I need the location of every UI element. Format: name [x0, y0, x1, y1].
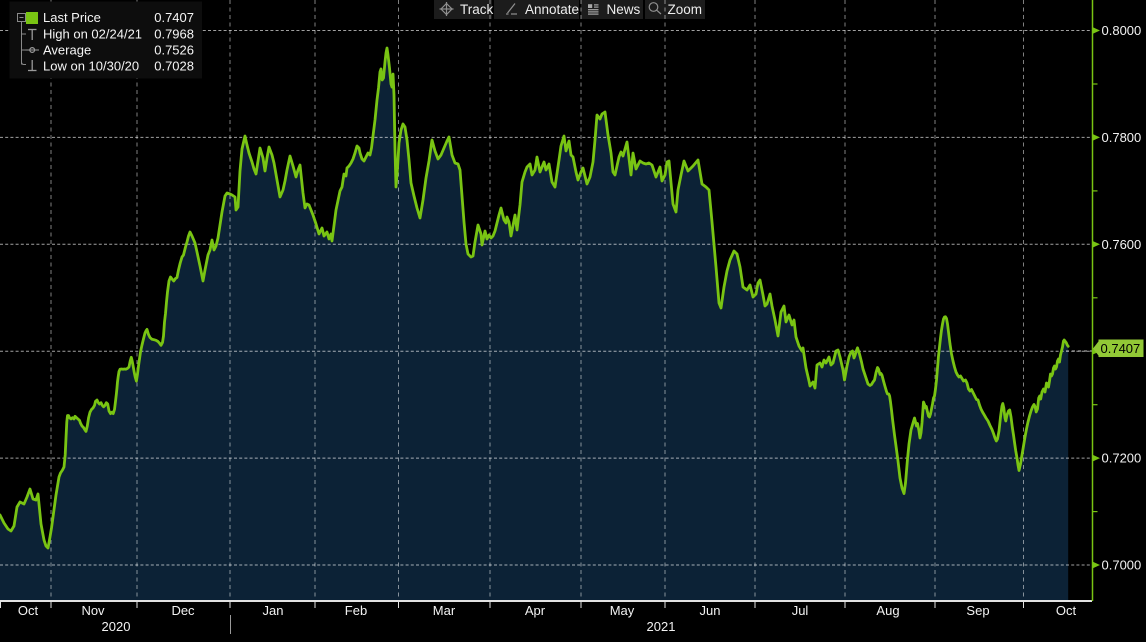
svg-text:Average: Average [43, 43, 91, 58]
svg-text:0.7200: 0.7200 [1102, 451, 1142, 466]
svg-text:Zoom: Zoom [668, 2, 703, 17]
svg-text:Annotate: Annotate [525, 2, 579, 17]
svg-text:0.7526: 0.7526 [154, 43, 194, 58]
svg-text:Apr: Apr [525, 603, 546, 618]
svg-text:Nov: Nov [81, 603, 105, 618]
svg-text:Dec: Dec [171, 603, 195, 618]
svg-text:0.7407: 0.7407 [1101, 341, 1141, 356]
svg-text:Oct: Oct [18, 603, 39, 618]
svg-text:Feb: Feb [345, 603, 367, 618]
svg-text:Low on 10/30/20: Low on 10/30/20 [43, 59, 139, 74]
svg-text:Jan: Jan [263, 603, 284, 618]
svg-text:Track: Track [460, 2, 493, 17]
svg-text:2020: 2020 [102, 619, 131, 634]
svg-text:0.7968: 0.7968 [154, 27, 194, 42]
svg-text:May: May [610, 603, 635, 618]
svg-text:0.7600: 0.7600 [1102, 237, 1142, 252]
svg-text:High on 02/24/21: High on 02/24/21 [43, 27, 142, 42]
svg-text:0.7800: 0.7800 [1102, 130, 1142, 145]
svg-text:Jun: Jun [700, 603, 721, 618]
svg-text:0.7028: 0.7028 [154, 59, 194, 74]
svg-text:Oct: Oct [1056, 603, 1077, 618]
svg-text:0.8000: 0.8000 [1102, 23, 1142, 38]
svg-text:Aug: Aug [876, 603, 899, 618]
svg-text:0.7407: 0.7407 [154, 10, 194, 25]
svg-text:Last Price: Last Price [43, 10, 101, 25]
svg-text:Mar: Mar [433, 603, 456, 618]
svg-text:2021: 2021 [647, 619, 676, 634]
svg-text:0.7000: 0.7000 [1102, 558, 1142, 573]
svg-text:News: News [607, 2, 641, 17]
svg-text:Sep: Sep [966, 603, 989, 618]
svg-text:Jul: Jul [792, 603, 809, 618]
